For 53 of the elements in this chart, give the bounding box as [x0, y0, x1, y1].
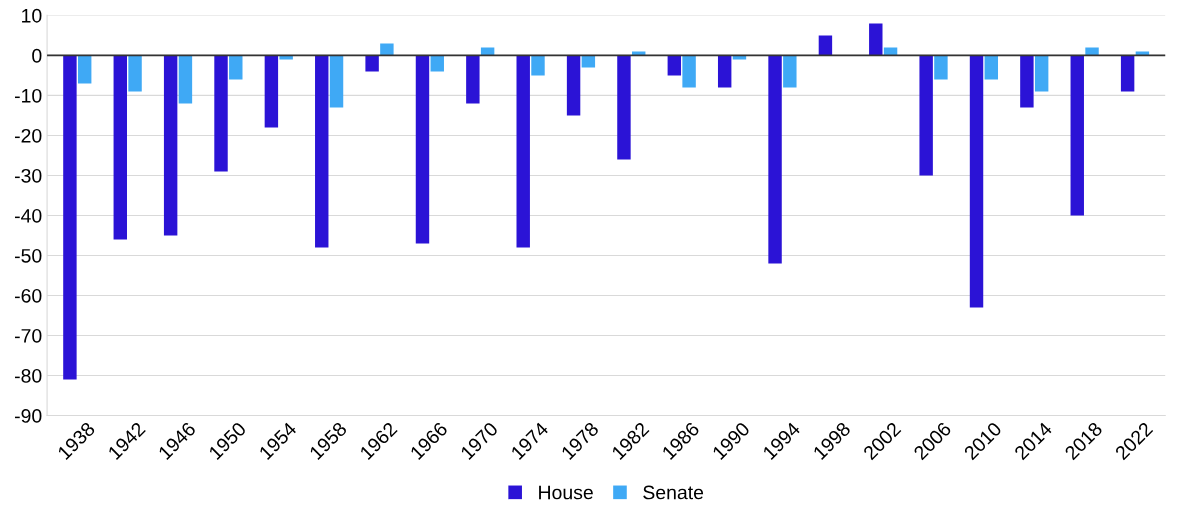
bar: [531, 55, 545, 76]
bar: [229, 55, 243, 80]
bar: [869, 23, 883, 56]
bar: [667, 55, 682, 76]
bar: [682, 55, 696, 88]
bar: [717, 55, 732, 88]
bar: [380, 43, 394, 56]
y-tick-label: -60: [14, 288, 42, 303]
bar: [818, 35, 833, 56]
bar: [934, 55, 948, 80]
bar: [1120, 55, 1135, 92]
y-tick-label: 0: [32, 48, 42, 63]
y-tick-label: 10: [22, 8, 42, 23]
bar: [365, 55, 379, 72]
y-tick-label: -30: [14, 168, 42, 183]
y-tick-label: -20: [14, 128, 42, 143]
bar: [1034, 55, 1049, 92]
bar: [113, 55, 127, 240]
bar: [632, 51, 646, 56]
y-tick-label: -10: [14, 88, 42, 103]
y-tick-label: -50: [14, 248, 42, 263]
bar: [768, 55, 782, 264]
bar: [969, 55, 984, 308]
bar: [516, 55, 530, 248]
bar: [214, 55, 228, 172]
y-tick-label: -40: [14, 208, 42, 223]
bar: [77, 55, 92, 84]
bar: [466, 55, 480, 104]
bar: [617, 55, 631, 160]
bar: [919, 55, 933, 176]
bar: [984, 55, 999, 80]
bar: [315, 55, 329, 248]
bar: [264, 55, 279, 128]
legend-label: House: [539, 485, 593, 500]
bar: [1020, 55, 1034, 108]
bar: [415, 55, 430, 244]
bar: [128, 55, 142, 92]
bar: [430, 55, 444, 72]
bar: [566, 55, 581, 116]
bar: [1135, 51, 1150, 56]
bar: [63, 55, 77, 380]
bar: [1085, 47, 1099, 56]
y-tick-label: -80: [14, 368, 42, 383]
bar: [783, 55, 797, 88]
bar: [1070, 55, 1084, 216]
bar: [163, 55, 178, 236]
y-tick-label: -90: [14, 409, 42, 423]
bar: [480, 47, 495, 56]
y-tick-label: -70: [14, 328, 42, 343]
bar: [883, 47, 898, 56]
bar: [178, 55, 193, 104]
bar: [329, 55, 344, 108]
legend-label: Senate: [643, 485, 704, 500]
